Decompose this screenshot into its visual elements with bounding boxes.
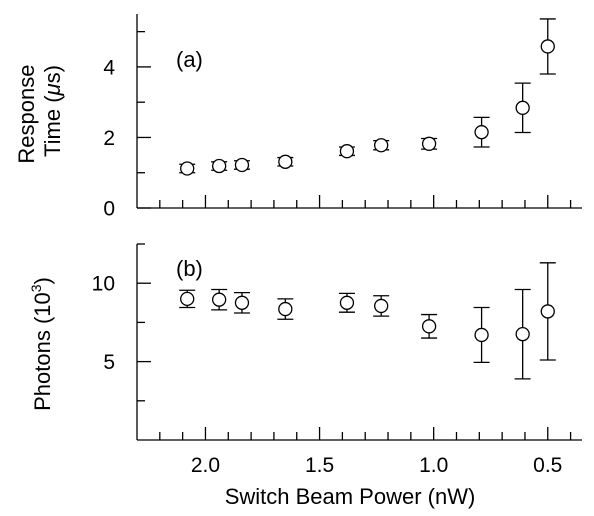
- panel-b-data-point: [373, 295, 390, 317]
- panel-a-data-point: [211, 158, 228, 174]
- panel-a-data-point: [233, 157, 250, 173]
- panel-a-ylabel-line2: Time (μs): [40, 65, 65, 157]
- data-marker: [339, 144, 355, 159]
- panel-a-data-point: [473, 116, 490, 148]
- panel-a-data-point: [179, 161, 196, 176]
- data-marker: [234, 295, 250, 310]
- data-marker: [474, 125, 489, 140]
- data-marker: [374, 138, 389, 153]
- data-marker: [278, 301, 293, 317]
- data-marker: [212, 292, 227, 307]
- panel-a-ytick-label: 4: [103, 56, 115, 79]
- data-marker: [339, 295, 355, 310]
- panel-b-photons: 5 10 2.0 1.5 1.0 0.5: [92, 243, 582, 477]
- panel-b-ytick-label: 5: [103, 351, 115, 374]
- panel-b-ylabel: Photons (103): [28, 277, 55, 411]
- data-marker: [234, 157, 250, 173]
- panel-b-ytick-label: 10: [92, 273, 115, 296]
- data-marker: [374, 298, 389, 314]
- x-tick-label: 2.0: [191, 454, 220, 477]
- panel-b-data-point: [473, 306, 490, 364]
- panel-a-ylabel-line1: Response: [14, 65, 39, 164]
- x-tick-label: 1.5: [305, 454, 334, 477]
- data-marker: [474, 327, 489, 343]
- data-marker: [278, 154, 293, 169]
- panel-b-data-point: [277, 298, 294, 320]
- panel-a-data-point: [277, 154, 294, 169]
- panel-a-ytick-label: 2: [103, 127, 115, 150]
- data-marker: [180, 161, 195, 176]
- data-marker: [212, 158, 227, 174]
- data-marker: [540, 39, 555, 54]
- panel-a-data-point: [373, 138, 390, 153]
- panel-a-data-point: [338, 144, 355, 159]
- panel-a-data-point: [514, 82, 531, 134]
- panel-b-data-point: [179, 289, 196, 309]
- panel-a-response-time: 0 2 4: [103, 14, 582, 221]
- panel-a-ylabel: Response Time (μs): [14, 58, 65, 163]
- panel-b-label: (b): [176, 256, 203, 281]
- data-marker: [421, 319, 437, 334]
- panel-b-data-point: [233, 291, 250, 314]
- data-marker: [421, 136, 437, 151]
- panel-a-data-point: [539, 18, 556, 75]
- data-marker: [515, 100, 530, 115]
- data-marker: [540, 304, 555, 319]
- x-tick-label: 1.0: [419, 454, 448, 477]
- panel-a-data-point: [421, 136, 438, 151]
- panel-b-data-point: [211, 288, 228, 311]
- panel-a-ytick-label: 0: [103, 198, 115, 221]
- panel-b-data-point: [338, 292, 355, 313]
- panel-b-data-point: [514, 288, 531, 380]
- panel-b-data-point: [539, 262, 556, 361]
- x-tick-label: 0.5: [533, 454, 562, 477]
- panel-a-label: (a): [176, 47, 203, 72]
- data-marker: [515, 327, 530, 342]
- panel-b-data-point: [421, 313, 438, 339]
- x-axis-label: Switch Beam Power (nW): [225, 484, 476, 509]
- data-marker: [180, 291, 195, 307]
